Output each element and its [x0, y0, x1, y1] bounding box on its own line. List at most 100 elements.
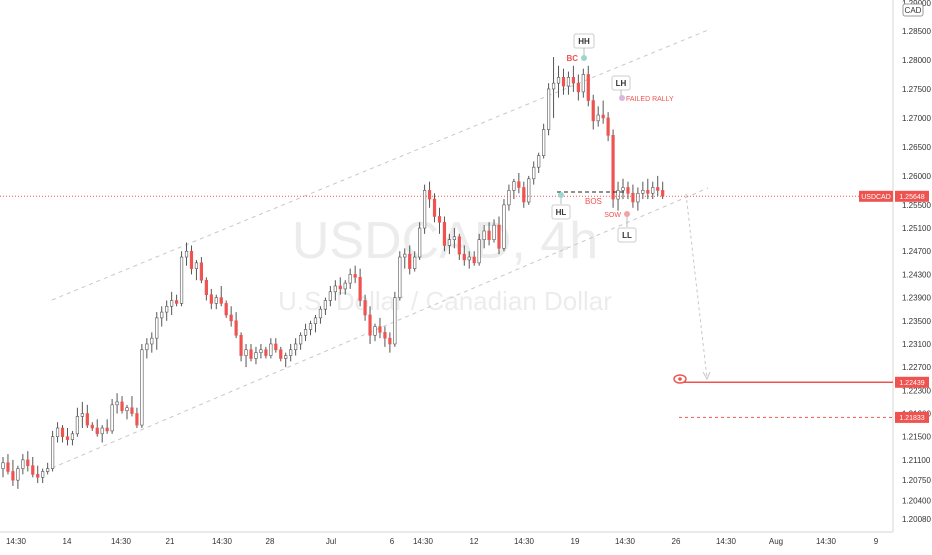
candle-body-down [239, 334, 243, 356]
candle [542, 123, 546, 159]
candle-body-down [606, 117, 610, 136]
candle-body-up [244, 349, 248, 356]
candle-body-down [6, 462, 10, 472]
candle [427, 181, 432, 208]
candle-body-up [546, 88, 551, 130]
candle [130, 396, 134, 417]
candle [175, 294, 179, 307]
symbol-price-badge [859, 190, 893, 202]
candle-body-up [1, 462, 5, 469]
candle [284, 352, 288, 368]
candle [289, 343, 293, 362]
candle [333, 280, 337, 301]
candle-body-down [656, 187, 660, 191]
candle [502, 199, 506, 252]
candle [189, 245, 194, 275]
candle [358, 268, 362, 307]
candle-body-up [298, 334, 303, 345]
candle-body-up [115, 401, 119, 406]
candle [165, 300, 169, 321]
hl-label: HL [556, 208, 567, 217]
candle-body-up [398, 256, 402, 298]
y-tick-label: 1.27500 [902, 85, 931, 94]
candle [571, 65, 575, 92]
candle-body-up [393, 297, 397, 345]
y-tick-label: 1.23900 [902, 294, 931, 303]
candle-body-up [621, 187, 625, 191]
candle [279, 346, 283, 362]
x-tick-label: 19 [571, 537, 580, 546]
candle-body-down [90, 424, 94, 429]
candle [264, 346, 268, 359]
candle [586, 65, 590, 107]
candle-body-up [16, 468, 20, 481]
candle-body-up [55, 427, 60, 438]
candle [363, 294, 367, 321]
x-tick-label: 14:30 [111, 537, 132, 546]
candle [368, 306, 372, 344]
eye-icon[interactable] [673, 374, 687, 384]
candle [125, 404, 129, 420]
candle [95, 419, 99, 437]
candle [303, 323, 308, 342]
candle [318, 306, 323, 324]
candle-body-up [80, 413, 84, 417]
projection-arrow-line[interactable] [685, 193, 708, 379]
candle-body-down [576, 82, 580, 93]
y-tick-label: 1.22300 [902, 386, 931, 395]
channel-upper-line[interactable] [51, 29, 709, 301]
candle-body-up [110, 404, 114, 432]
candle [36, 465, 40, 484]
candle-body-down [611, 135, 615, 200]
candle [373, 323, 377, 342]
candle-body-up [502, 204, 506, 249]
candle [31, 456, 35, 478]
candle [507, 184, 511, 211]
candle-body-down [631, 192, 635, 203]
candle-body-down [661, 190, 665, 197]
y-tick-label: 1.25100 [902, 224, 931, 233]
candle [328, 286, 332, 307]
candle [41, 468, 45, 484]
candle [353, 265, 357, 284]
candle-body-down [462, 253, 466, 261]
candle-body-up [70, 433, 75, 440]
channel-lower-line[interactable] [51, 187, 709, 469]
candle [229, 306, 233, 327]
candle [115, 393, 119, 414]
currency-badge-box[interactable] [902, 3, 924, 17]
candle-body-down [571, 77, 575, 84]
x-tick-label: 14:30 [6, 537, 27, 546]
candle-body-up [179, 256, 184, 304]
candle [11, 459, 15, 486]
y-tick-label: 1.20400 [902, 496, 931, 505]
candle [447, 233, 452, 255]
candle-body-down [368, 314, 372, 336]
candle [432, 193, 437, 223]
candle-body-up [313, 317, 318, 324]
candle-body-down [130, 407, 134, 414]
candle-body-up [651, 187, 655, 194]
candle-body-up [328, 291, 332, 301]
candle [636, 187, 640, 211]
candle-body-up [636, 192, 640, 203]
candle [532, 161, 536, 185]
candle-body-up [348, 274, 352, 284]
candle-body-down [388, 337, 392, 345]
hh-label: HH [578, 37, 590, 46]
candle [259, 343, 263, 359]
candle [170, 291, 174, 315]
x-tick-label: 14:30 [716, 537, 737, 546]
candle [348, 268, 352, 289]
candle-body-down [408, 253, 412, 269]
y-tick-label: 1.21500 [902, 433, 931, 442]
candle-body-up [284, 355, 288, 359]
candle-body-up [373, 326, 377, 336]
symbol-price-badge-label: USDCAD [861, 194, 891, 201]
candle [452, 228, 456, 249]
candle [244, 343, 248, 368]
candle-body-up [160, 311, 164, 319]
candle [65, 428, 70, 446]
